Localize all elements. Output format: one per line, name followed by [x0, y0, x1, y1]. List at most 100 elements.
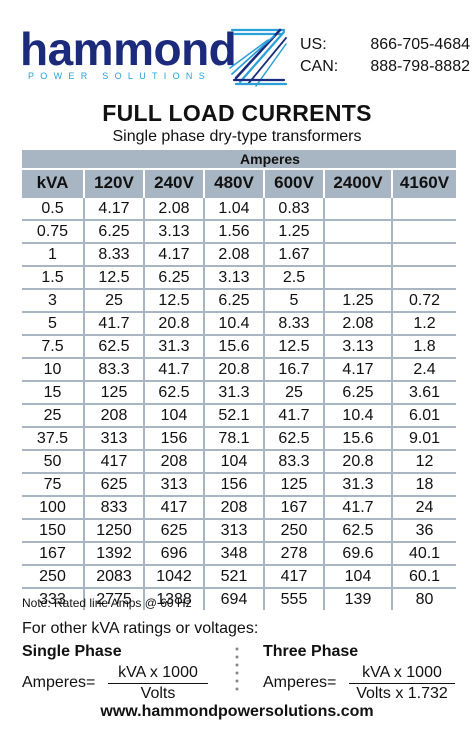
table-row: 7.5 62.5 31.3 15.6 12.5 3.13 1.8: [22, 334, 457, 358]
brand-logo-mark-icon: [229, 28, 288, 87]
website-link[interactable]: www.hammondpowersolutions.com: [100, 703, 374, 720]
amperes-cell: 3.13: [143, 219, 204, 243]
amperes-cell: 31.3: [143, 334, 204, 358]
amperes-cell: 18: [390, 472, 457, 496]
column-header-row: kVA 120V 240V 480V 600V 2400V 4160V: [22, 169, 457, 197]
kva-cell: 7.5: [22, 334, 84, 358]
kva-cell: 25: [22, 403, 84, 427]
table-row: 250 2083 1042 521 417 104 60.1: [22, 564, 457, 588]
table-row: 1.5 12.5 6.25 3.13 2.5: [22, 265, 457, 289]
three-phase-fraction: kVA x 1000 Volts x 1.732: [349, 663, 455, 704]
amperes-cell: [390, 196, 457, 220]
amperes-cell: 10.4: [323, 403, 392, 427]
three-phase-equation-label: Amperes=: [263, 674, 337, 691]
amperes-cell: 625: [143, 518, 204, 542]
amperes-cell: 348: [203, 541, 264, 565]
amperes-cell: 1.2: [390, 311, 457, 335]
us-phone-row: US: 866-705-4684: [300, 34, 470, 56]
amperes-cell: 16.7: [263, 357, 324, 381]
amperes-cell: 278: [263, 541, 324, 565]
amperes-cell: 40.1: [390, 541, 457, 565]
kva-cell: 1.5: [22, 265, 84, 289]
amperes-cell: 1388: [143, 587, 204, 610]
amperes-cell: 69.6: [323, 541, 392, 565]
amperes-cell: 31.3: [323, 472, 392, 496]
amperes-cell: 4.17: [143, 242, 204, 266]
amperes-cell: 1.04: [203, 196, 264, 220]
kva-cell: 75: [22, 472, 84, 496]
amperes-cell: 2.5: [263, 265, 324, 289]
amperes-cell: 4.17: [83, 196, 144, 220]
three-phase-numerator: kVA x 1000: [349, 663, 455, 684]
amperes-cell: 1392: [83, 541, 144, 565]
amperes-cell: 20.8: [323, 449, 392, 473]
three-phase-denominator: Volts x 1.732: [356, 685, 448, 702]
amperes-cell: 3.13: [323, 334, 392, 358]
column-header: 4160V: [390, 169, 457, 197]
amperes-cell: 104: [143, 403, 204, 427]
amperes-cell: 41.7: [143, 357, 204, 381]
rated-amps-note: Note: Rated line Amps @ 60 Hz: [22, 596, 192, 610]
amperes-cell: 12.5: [143, 288, 204, 312]
table-row: 3 25 12.5 6.25 5 1.25 0.72: [22, 288, 457, 312]
amperes-cell: 62.5: [83, 334, 144, 358]
full-load-currents-table: Amperes kVA 120V 240V 480V 600V 2400V 4160V 0.…: [22, 150, 457, 610]
amperes-cell: 80: [390, 587, 457, 610]
dotted-divider: [235, 647, 239, 691]
column-header: 240V: [143, 169, 204, 197]
amperes-cell: 60.1: [390, 564, 457, 588]
amperes-cell: 83.3: [83, 357, 144, 381]
amperes-cell: [323, 265, 392, 289]
amperes-cell: 104: [203, 449, 264, 473]
table-row: 10 83.3 41.7 20.8 16.7 4.17 2.4: [22, 357, 457, 381]
amperes-cell: [323, 219, 392, 243]
amperes-cell: 313: [83, 426, 144, 450]
amperes-cell: [390, 265, 457, 289]
amperes-cell: 3.13: [203, 265, 264, 289]
amperes-cell: 833: [83, 495, 144, 519]
kva-cell: 333: [22, 587, 84, 610]
single-phase-numerator: kVA x 1000: [108, 663, 208, 684]
kva-cell: 10: [22, 357, 84, 381]
amperes-cell: [390, 219, 457, 243]
amperes-cell: 417: [143, 495, 204, 519]
amperes-cell: 12.5: [83, 265, 144, 289]
column-header: 480V: [203, 169, 264, 197]
kva-cell: 15: [22, 380, 84, 404]
amperes-cell: 1042: [143, 564, 204, 588]
amperes-cell: 15.6: [323, 426, 392, 450]
amperes-cell: 25: [263, 380, 324, 404]
amperes-cell: 2.08: [323, 311, 392, 335]
amperes-cell: 41.7: [323, 495, 392, 519]
amperes-cell: 521: [203, 564, 264, 588]
amperes-cell: 1.25: [323, 288, 392, 312]
amperes-cell: 625: [83, 472, 144, 496]
kva-cell: 0.5: [22, 196, 84, 220]
kva-cell: 0.75: [22, 219, 84, 243]
amperes-cell: [323, 242, 392, 266]
amperes-cell: 0.83: [263, 196, 324, 220]
table-row: 0.5 4.17 2.08 1.04 0.83: [22, 196, 457, 220]
us-label: US:: [300, 36, 327, 53]
table-row: 15 125 62.5 31.3 25 6.25 3.61: [22, 380, 457, 404]
column-header: 120V: [83, 169, 144, 197]
amperes-cell: 36: [390, 518, 457, 542]
amperes-cell: 1.67: [263, 242, 324, 266]
amperes-cell: 78.1: [203, 426, 264, 450]
single-phase-equation-label: Amperes=: [22, 674, 96, 691]
table-row: 150 1250 625 313 250 62.5 36: [22, 518, 457, 542]
amperes-cell: 24: [390, 495, 457, 519]
amperes-cell: 12.5: [263, 334, 324, 358]
amperes-cell: 2.4: [390, 357, 457, 381]
column-header: 2400V: [323, 169, 392, 197]
amperes-cell: 83.3: [263, 449, 324, 473]
amperes-cell: [323, 196, 392, 220]
amperes-cell: 10.4: [203, 311, 264, 335]
kva-cell: 1: [22, 242, 84, 266]
amperes-cell: 696: [143, 541, 204, 565]
amperes-cell: 31.3: [203, 380, 264, 404]
page-title: FULL LOAD CURRENTS: [102, 100, 372, 126]
amperes-cell: 6.25: [203, 288, 264, 312]
amperes-cell: 104: [323, 564, 392, 588]
amperes-cell: 208: [143, 449, 204, 473]
